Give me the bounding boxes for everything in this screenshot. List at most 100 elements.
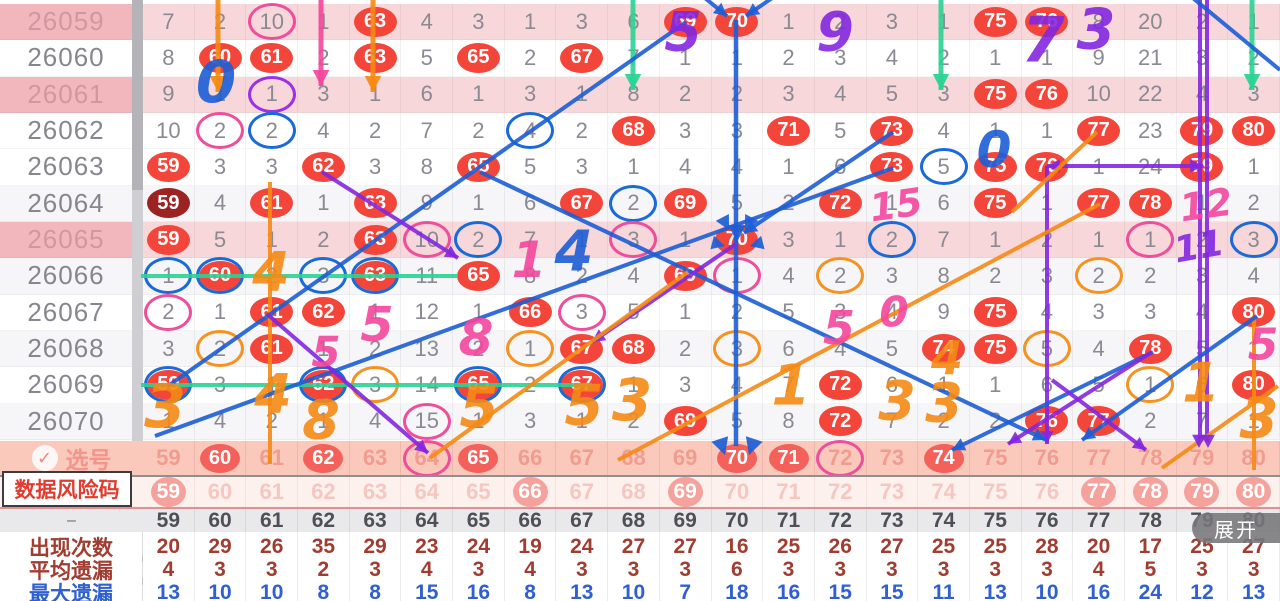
selection-number[interactable]: 63 [350,441,402,475]
drawn-number-ball: 70 [715,224,759,255]
drawn-number-ball: 77 [1077,406,1121,437]
drawn-number-ball[interactable]: 71 [768,443,809,473]
stats-header-row: – 59 60 61 62 63 64 65 66 67 68 69 70 71 72 73 74 75 76 77… [0,509,1280,533]
grid-cell: 5 [866,330,919,368]
grid-cell-drawn: 80 [1228,294,1280,331]
annotation-ring [1126,366,1175,404]
stats-header-number: 63 [350,509,402,533]
stats-header-number: 67 [556,509,609,533]
grid-cell: 2 [246,403,299,440]
grid-cell: 3 [1124,294,1177,331]
grid-cell: 9 [918,294,970,331]
grid-cell: 1 [711,40,764,77]
grid-cell: 1 [918,4,970,41]
grid-cell-drawn: 68 [608,330,660,368]
annotation-ring [816,257,865,295]
annotation-ring [609,184,658,222]
grid-cell: 4 [711,367,764,404]
grid-cell: 5 [401,40,454,77]
selection-number-drawn[interactable]: 62 [298,441,350,475]
selection-number[interactable]: 72 [815,439,867,477]
grid-cell: 3 [814,40,867,77]
risk-number: 62 [298,477,350,507]
grid-cell: 2 [453,112,505,150]
grid-cell: 1 [763,149,815,186]
annotation-ring [867,221,916,259]
selection-number[interactable]: 73 [867,441,919,475]
grid-cell: 3 [1228,76,1280,113]
drawn-number-ball: 75 [973,333,1017,364]
grid-cell-drawn: 67 [556,40,609,77]
drawn-number-ball: 61 [250,333,294,364]
drawn-number-ball: 77 [1077,188,1121,219]
selection-number[interactable]: 68 [608,441,660,475]
selection-number[interactable]: 75 [970,441,1022,475]
grid-cell: 6 [866,367,919,404]
grid-cell: 5 [504,149,557,186]
stat-value: 10 [608,578,660,601]
risk-number: 72 [815,477,867,507]
drawn-number-ball: 62 [301,297,345,328]
selection-number[interactable]: 59 [143,441,195,475]
period-label: 26062 [0,113,132,150]
drawn-number-ball[interactable]: 62 [303,443,344,473]
grid-cell: 1 [556,221,609,259]
grid-cell-drawn: 67 [556,330,609,368]
drawn-number-ball: 74 [922,333,966,364]
checkmark-icon[interactable]: ✓ [31,445,58,471]
grid-cell: 1 [866,185,919,222]
selection-number[interactable]: 66 [505,441,557,475]
drawn-number-ball[interactable]: 60 [200,443,241,473]
stats-header-number: 77 [1073,509,1125,533]
drawn-number-ball[interactable]: 65 [458,443,499,473]
expand-button[interactable]: 展开 [1192,513,1280,543]
selection-number[interactable]: 78 [1125,441,1177,475]
selection-number-drawn[interactable]: 70 [712,441,764,475]
vertical-scrollbar[interactable] [132,0,143,441]
grid-cell: 9 [401,185,454,222]
grid-cell: 1 [1073,221,1125,259]
grid-cell: 1 [246,75,299,113]
selection-number-drawn[interactable]: 74 [918,441,970,475]
risk-number: 75 [970,477,1022,507]
selection-number[interactable]: 61 [246,441,299,475]
grid-cell: 3 [1176,40,1229,77]
drawn-number-ball[interactable]: 70 [716,443,757,473]
risk-number-drawn: 66 [505,477,557,507]
stat-value: 13 [969,578,1022,601]
selection-number-drawn[interactable]: 60 [195,441,247,475]
grid-cell: 1 [143,403,195,440]
grid-cell: 14 [401,367,454,404]
period-label: 26065 [0,221,132,259]
selection-number[interactable]: 80 [1228,441,1280,475]
selection-number-drawn[interactable]: 65 [453,441,505,475]
stats-header-dash: – [67,512,76,529]
annotation-ring [1229,221,1278,259]
grid-cell: 23 [1124,112,1177,150]
grid-cell: 5 [711,185,764,222]
grid-cell: 3 [504,403,557,440]
drawn-number-ball[interactable]: 74 [923,443,964,473]
selection-number[interactable]: 67 [556,441,609,475]
grid-cell: 1 [1073,149,1125,186]
selection-number[interactable]: 76 [1022,441,1074,475]
grid-cell: 1 [969,40,1022,77]
annotation-ring [247,3,296,41]
drawn-number-ball: 76 [1025,151,1069,182]
selection-number[interactable]: 77 [1073,441,1125,475]
selection-number-drawn[interactable]: 71 [763,441,815,475]
stats-header-number: 72 [815,509,867,533]
scrollbar-thumb[interactable] [132,0,143,190]
grid-cell-drawn: 75 [969,294,1022,331]
stat-value: 8 [349,578,402,601]
grid-cell: 4 [1073,330,1125,368]
selection-number[interactable]: 69 [660,441,712,475]
drawn-number-ball: 66 [512,477,548,507]
grid-cell: 1 [1228,330,1280,368]
selection-number[interactable]: 64 [401,439,454,477]
selection-number[interactable]: 79 [1177,441,1229,475]
grid-cell-drawn: 77 [1073,112,1125,150]
grid-cell-drawn: 76 [1021,149,1074,186]
drawn-number-ball: 65 [456,151,500,182]
